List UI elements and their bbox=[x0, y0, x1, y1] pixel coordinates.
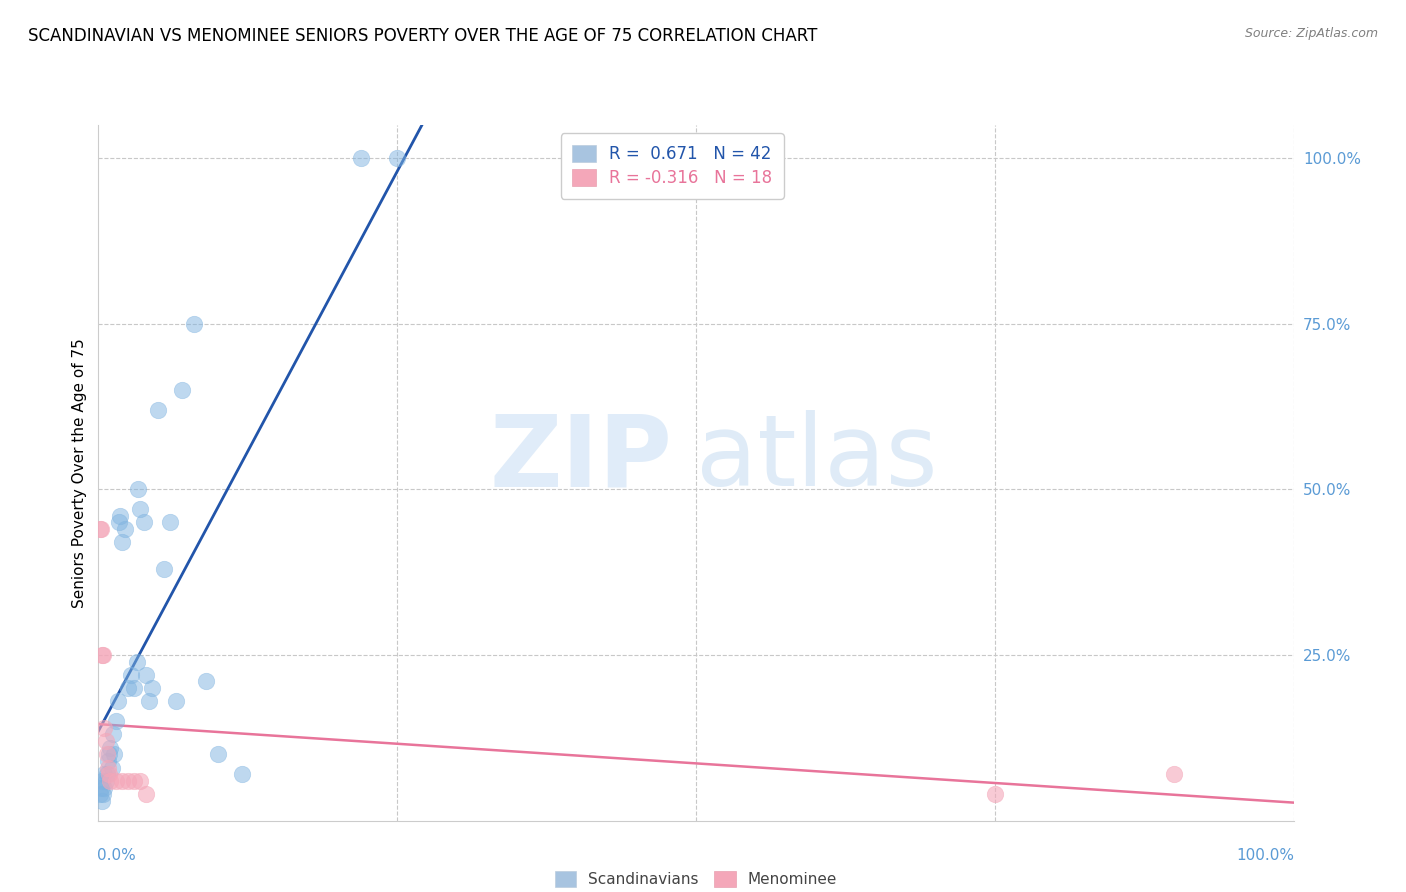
Point bbox=[94, 734, 117, 748]
Point bbox=[148, 402, 170, 417]
Point bbox=[159, 516, 181, 530]
Point bbox=[135, 787, 157, 801]
Point bbox=[117, 681, 139, 695]
Point bbox=[91, 773, 114, 788]
Point bbox=[111, 773, 134, 788]
Text: 0.0%: 0.0% bbox=[97, 848, 136, 863]
Point bbox=[183, 317, 205, 331]
Point bbox=[129, 502, 152, 516]
Point bbox=[103, 747, 125, 762]
Point bbox=[98, 747, 121, 762]
Point bbox=[138, 694, 160, 708]
Point bbox=[385, 151, 409, 165]
Point bbox=[117, 773, 139, 788]
Point bbox=[98, 773, 122, 788]
Y-axis label: Seniors Poverty Over the Age of 75: Seniors Poverty Over the Age of 75 bbox=[72, 338, 87, 607]
Point bbox=[172, 383, 194, 397]
Point bbox=[91, 648, 114, 662]
Point bbox=[89, 522, 111, 536]
Point bbox=[107, 694, 129, 708]
Point bbox=[93, 721, 115, 735]
Point bbox=[350, 151, 373, 165]
Point bbox=[107, 516, 129, 530]
Point bbox=[90, 522, 112, 536]
Point bbox=[101, 727, 124, 741]
Point bbox=[105, 714, 128, 729]
Text: Source: ZipAtlas.com: Source: ZipAtlas.com bbox=[1244, 27, 1378, 40]
Point bbox=[141, 681, 163, 695]
Point bbox=[93, 780, 115, 795]
Point bbox=[194, 674, 218, 689]
Point bbox=[94, 773, 117, 788]
Text: ZIP: ZIP bbox=[489, 410, 672, 508]
Point bbox=[96, 767, 118, 781]
Point bbox=[97, 754, 120, 768]
Point bbox=[111, 535, 134, 549]
Point bbox=[91, 787, 114, 801]
Point bbox=[153, 562, 176, 576]
Point bbox=[165, 694, 187, 708]
Point bbox=[105, 773, 128, 788]
Point bbox=[1163, 767, 1185, 781]
Point bbox=[90, 780, 112, 795]
Point bbox=[91, 794, 114, 808]
Point bbox=[984, 787, 1007, 801]
Point bbox=[97, 761, 120, 775]
Point bbox=[231, 767, 253, 781]
Point bbox=[132, 516, 155, 530]
Text: SCANDINAVIAN VS MENOMINEE SENIORS POVERTY OVER THE AGE OF 75 CORRELATION CHART: SCANDINAVIAN VS MENOMINEE SENIORS POVERT… bbox=[28, 27, 817, 45]
Point bbox=[93, 767, 115, 781]
Legend: Scandinavians, Menominee: Scandinavians, Menominee bbox=[548, 865, 844, 892]
Point bbox=[89, 787, 111, 801]
Point bbox=[98, 740, 122, 755]
Point bbox=[135, 668, 157, 682]
Point bbox=[114, 522, 136, 536]
Point bbox=[129, 773, 152, 788]
Point bbox=[96, 747, 118, 762]
Text: 100.0%: 100.0% bbox=[1237, 848, 1295, 863]
Point bbox=[124, 681, 146, 695]
Point bbox=[91, 648, 114, 662]
Text: atlas: atlas bbox=[696, 410, 938, 508]
Point bbox=[125, 655, 148, 669]
Point bbox=[100, 761, 122, 775]
Point bbox=[120, 668, 142, 682]
Point bbox=[207, 747, 229, 762]
Point bbox=[124, 773, 146, 788]
Point bbox=[108, 508, 131, 523]
Point bbox=[98, 767, 121, 781]
Point bbox=[127, 483, 149, 497]
